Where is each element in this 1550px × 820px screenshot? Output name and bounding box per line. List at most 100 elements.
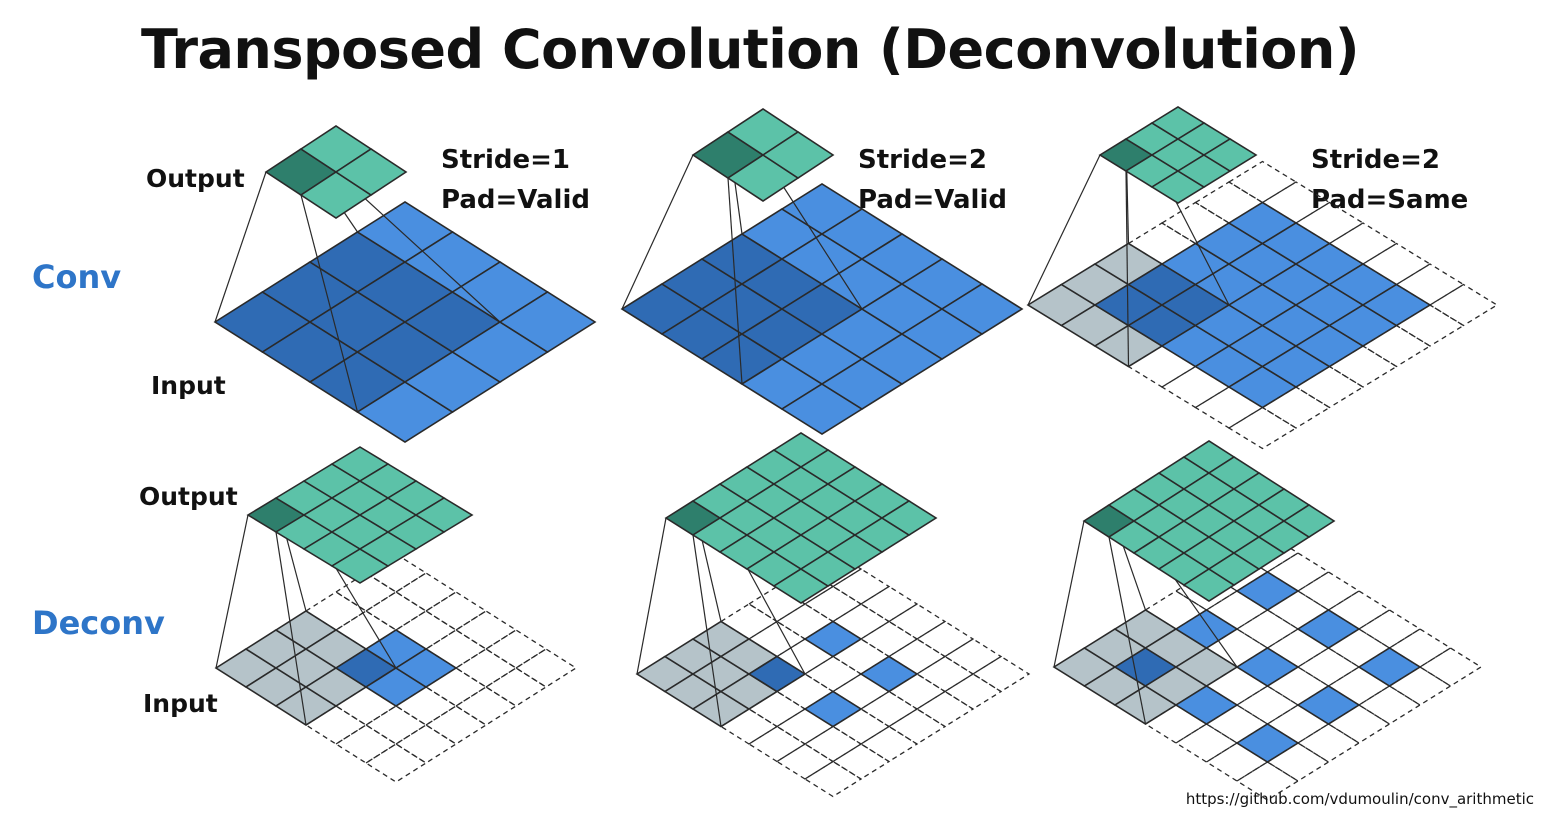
- deconv-3-input-grid-cell: [1174, 723, 1239, 763]
- deconv-1-input-grid-cell: [394, 686, 458, 726]
- page-title: Transposed Convolution (Deconvolution): [140, 18, 1360, 81]
- deconv-2-input-grid-cell: [887, 603, 947, 640]
- deconv-1-input-grid-cell: [364, 591, 428, 631]
- deconv-1-input-grid-cell: [424, 591, 488, 631]
- conv-input-label: Input: [151, 371, 226, 400]
- deconv-1-input-grid-cell: [334, 572, 398, 612]
- deconv-2-input-grid-cell: [831, 743, 891, 780]
- conv-3-input-grid-cell: [1294, 201, 1365, 245]
- deconv-2-input-grid-cell: [859, 655, 919, 693]
- deconv-2-input-grid-cell: [803, 690, 863, 728]
- deconv-3-input-grid-cell: [1235, 647, 1300, 687]
- deconv-3-input-grid-cell: [1205, 666, 1269, 706]
- deconv-1-input-grid-cell: [424, 705, 488, 745]
- deconv-3-input-grid-cell: [1266, 742, 1330, 782]
- source-link[interactable]: https://github.com/vdumoulin/conv_arithm…: [1185, 790, 1534, 808]
- deconv-2-input-grid-cell: [859, 690, 919, 728]
- conv-3-input-grid-cell: [1261, 386, 1331, 429]
- conv-3-input-grid-cell: [1361, 324, 1432, 368]
- deconv-2-projection-line: [692, 534, 722, 727]
- panel-3-pad: Pad=Same: [1311, 185, 1469, 215]
- deconv-1-input-grid-cell: [484, 629, 548, 669]
- conv-output-label: Output: [146, 164, 245, 193]
- deconv-2-projection-line: [636, 517, 667, 675]
- deconv-2-input-grid: [635, 550, 1031, 798]
- panel-1-pad: Pad=Valid: [441, 185, 590, 215]
- deconv-2-input-grid-cell: [859, 585, 919, 623]
- deconv-1-input-grid-cell: [394, 610, 458, 650]
- deconv-1-projection-line: [215, 514, 249, 669]
- deconv-3-input-grid-cell: [1266, 666, 1330, 706]
- conv-3-input-grid-cell: [1294, 365, 1365, 409]
- deconv-3-input-grid-cell: [1327, 666, 1391, 706]
- panel-1-params: Stride=1 Pad=Valid: [441, 140, 590, 220]
- deconv-3-input-grid-cell: [1327, 704, 1391, 744]
- deconv-3-input-grid-cell: [1296, 685, 1361, 725]
- deconv-3-output-grid-cell: [1282, 504, 1336, 538]
- deconv-input-label: Input: [143, 689, 218, 718]
- conv-3-input-grid-cell: [1328, 222, 1398, 265]
- deconv-3-projection-line: [1108, 536, 1147, 725]
- deconv-3-input-grid-cell: [1144, 704, 1208, 744]
- deconv-2-input-grid-cell: [915, 655, 975, 693]
- deconv-3-input-grid-cell: [1388, 628, 1452, 668]
- conv-1-output-grid-cell: [334, 148, 408, 196]
- panel-3-params: Stride=2 Pad=Same: [1311, 140, 1468, 220]
- deconv-3-input-grid-cell: [1327, 628, 1391, 668]
- conv-3-input-grid: [1026, 160, 1499, 450]
- deconv-1-input-grid-cell: [304, 705, 368, 745]
- deconv-1-input-grid-cell: [334, 610, 398, 650]
- conv-2-output-grid: [691, 108, 835, 202]
- deconv-1-input-grid-cell: [454, 610, 518, 650]
- conv-3-input-grid-cell: [1127, 345, 1197, 388]
- deconv-3-input-grid-cell: [1235, 609, 1300, 649]
- conv-3-input-grid-cell: [1428, 283, 1499, 327]
- conv-3-input-grid-cell: [1261, 181, 1331, 224]
- deconv-3-input-grid-cell: [1235, 723, 1300, 763]
- deconv-3-input-grid-cell: [1205, 590, 1269, 630]
- row-label-conv: Conv: [32, 258, 122, 296]
- conv-3-output-grid: [1098, 106, 1258, 204]
- deconv-2-input-grid-cell: [915, 690, 975, 728]
- deconv-2-input-grid-cell: [803, 725, 863, 763]
- deconv-1-input-grid-cell: [364, 743, 428, 783]
- deconv-3-input-grid-cell: [1296, 723, 1361, 763]
- deconv-3-input-grid-cell: [1205, 628, 1269, 668]
- deconv-1-input-grid-cell: [484, 667, 548, 707]
- panel-2-params: Stride=2 Pad=Valid: [858, 140, 1007, 220]
- panel-conv-s2-same: [1026, 106, 1499, 450]
- deconv-3-output-grid: [1082, 440, 1336, 602]
- deconv-1-projection-line: [275, 531, 307, 726]
- deconv-output-label: Output: [139, 482, 238, 511]
- deconv-2-input-grid-cell: [915, 620, 975, 658]
- deconv-3-input-grid-cell: [1205, 704, 1269, 744]
- deconv-2-input-grid-cell: [775, 743, 835, 780]
- deconv-1-input-grid: [214, 553, 578, 783]
- deconv-3-input-grid-cell: [1296, 571, 1361, 611]
- conv-3-input-grid-cell: [1194, 181, 1264, 224]
- deconv-1-input-grid-cell: [364, 553, 428, 593]
- deconv-3-input-grid-cell: [1418, 647, 1483, 687]
- deconv-2-input-grid-cell: [803, 620, 863, 658]
- conv-3-input-grid-cell: [1227, 406, 1298, 450]
- deconv-1-input-grid-cell: [424, 667, 488, 707]
- deconv-3-projection-line: [1053, 520, 1085, 668]
- conv-3-output-grid-cell: [1202, 138, 1258, 172]
- deconv-2-input-grid-cell: [943, 638, 1003, 675]
- deconv-2-input-grid-cell: [971, 655, 1031, 693]
- deconv-3-input-grid-cell: [1144, 590, 1208, 630]
- panel-conv-s1-valid: [213, 125, 597, 443]
- conv-1-output-grid: [264, 125, 408, 219]
- deconv-1-input-grid-cell: [334, 686, 398, 726]
- conv-3-input-grid-cell: [1194, 386, 1264, 429]
- conv-3-input-grid-cell: [1127, 222, 1197, 265]
- panel-2-stride: Stride=2: [858, 145, 988, 175]
- deconv-3-input-grid-cell: [1296, 609, 1361, 649]
- deconv-2-input-grid-cell: [803, 655, 863, 693]
- conv-3-projection-line: [1027, 154, 1101, 306]
- conv-2-projection-line: [621, 154, 694, 310]
- deconv-3-input-grid-cell: [1388, 666, 1452, 706]
- conv-1-projection-line: [214, 171, 267, 323]
